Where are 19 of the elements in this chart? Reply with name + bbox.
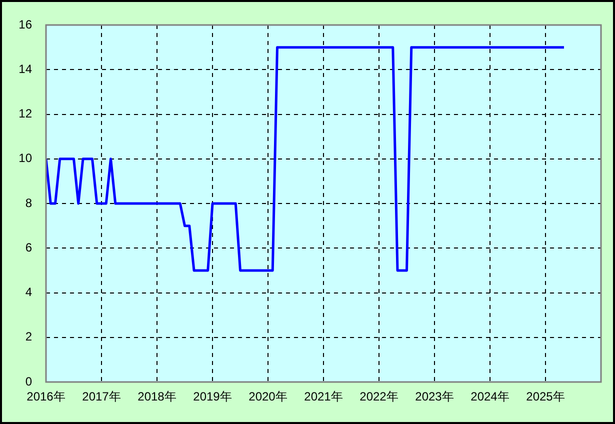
y-tick-label: 16: [18, 17, 32, 32]
y-tick-label: 10: [18, 151, 32, 166]
x-tick-label: 2021年: [304, 390, 343, 404]
x-tick-label: 2019年: [193, 390, 232, 404]
y-tick-label: 8: [25, 196, 32, 210]
x-tick-label: 2018年: [138, 390, 176, 404]
y-tick-label: 6: [25, 240, 32, 254]
x-tick-label: 2024年: [470, 390, 510, 404]
y-tick-label: 0: [25, 374, 32, 388]
x-tick-label: 2023年: [415, 390, 454, 404]
y-tick-label: 12: [18, 106, 32, 121]
y-tick-label: 4: [25, 285, 32, 300]
y-tick-label: 14: [18, 62, 32, 76]
x-tick-label: 2016年: [26, 390, 66, 404]
x-tick-label: 2025年: [526, 390, 565, 404]
x-tick-label: 2017年: [82, 390, 121, 404]
x-tick-label: 2022年: [360, 390, 398, 404]
x-tick-label: 2020年: [248, 390, 288, 404]
y-tick-label: 2: [25, 330, 32, 344]
